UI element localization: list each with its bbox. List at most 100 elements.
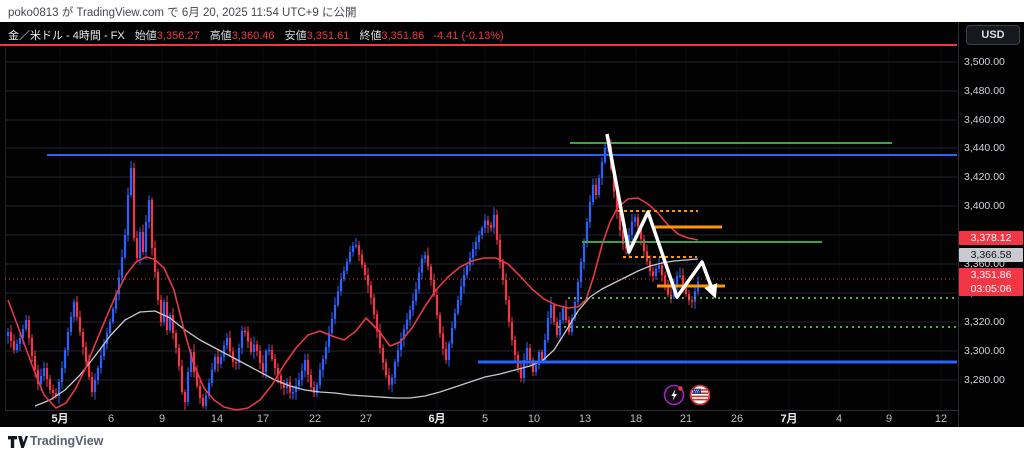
candle-body — [213, 357, 217, 370]
candle-body — [351, 246, 355, 252]
candle-body — [276, 368, 280, 376]
candle-body — [54, 393, 58, 396]
candle-body — [366, 275, 370, 286]
candle-body — [339, 279, 343, 292]
candle-body — [273, 359, 277, 368]
candle-body — [561, 308, 565, 320]
time-tick: 5月 — [51, 413, 69, 425]
price-tick: 3,280.00 — [964, 374, 1005, 386]
lightning-icon — [663, 384, 685, 406]
candle-body — [564, 308, 568, 320]
chart-left-border — [5, 45, 6, 411]
candle-body — [18, 338, 22, 344]
candle-body — [594, 185, 598, 195]
candle-body — [348, 252, 352, 262]
candle-body — [444, 348, 448, 360]
candle-body — [159, 300, 163, 322]
price-tick: 3,400.00 — [964, 200, 1005, 212]
candle-body — [282, 384, 286, 388]
symbol-title[interactable]: 金／米ドル - 4時間 - FX — [8, 30, 125, 42]
candle-body — [576, 282, 580, 302]
time-tick: 13 — [578, 413, 592, 425]
candle-body — [507, 300, 511, 322]
candle-body — [669, 294, 673, 297]
candle-body — [591, 185, 595, 202]
idea-lightning-badge[interactable] — [663, 384, 685, 406]
low-value: 3,351.61 — [306, 30, 350, 42]
candle-body — [114, 294, 118, 309]
price-axis[interactable] — [958, 22, 1024, 428]
red-ma-price-label: 3,378.12 — [959, 231, 1023, 245]
candle-body — [198, 386, 202, 398]
candle-body — [357, 245, 361, 255]
candle-body — [225, 338, 229, 346]
candle-body — [555, 322, 559, 335]
candle-body — [417, 272, 421, 290]
price-tick: 3,320.00 — [964, 316, 1005, 328]
candle-body — [372, 297, 376, 315]
candle-body — [693, 291, 697, 302]
candle-body — [42, 368, 46, 376]
candle-body — [33, 356, 37, 370]
candle-body — [615, 191, 619, 212]
candle-body — [279, 375, 283, 384]
tradingview-wordmark[interactable]: TradingView — [30, 434, 104, 448]
candle-body — [453, 313, 457, 328]
open-label: 始値 — [134, 30, 157, 42]
candle-body — [237, 348, 241, 363]
candle-body — [390, 377, 394, 385]
candle-body — [156, 272, 160, 300]
candle-body — [129, 168, 133, 195]
candle-body — [234, 362, 238, 364]
candle-body — [63, 350, 67, 368]
candle-body — [525, 348, 529, 360]
time-tick: 14 — [210, 413, 224, 425]
candle-body — [189, 352, 193, 372]
candle-body — [147, 200, 151, 222]
candle-body — [144, 222, 148, 252]
candle-body — [27, 320, 31, 338]
chart-background[interactable] — [0, 22, 1024, 428]
publish-info-text: poko0813 が TradingView.com で 6月 20, 2025… — [8, 7, 357, 19]
price-tick: 3,500.00 — [964, 56, 1005, 68]
candle-body — [201, 398, 205, 406]
candle-body — [381, 348, 385, 363]
candle-body — [378, 331, 382, 348]
candle-body — [48, 379, 52, 390]
candle-body — [549, 305, 553, 318]
candle-body — [126, 195, 130, 235]
candle-body — [192, 352, 196, 372]
candle-body — [255, 344, 259, 351]
candle-body — [480, 228, 484, 236]
time-tick: 12 — [934, 413, 948, 425]
tradingview-logo-icon[interactable] — [8, 435, 28, 450]
candle-body — [111, 308, 115, 322]
time-tick: 10 — [527, 413, 541, 425]
candle-body — [210, 369, 214, 383]
candle-body — [60, 368, 64, 382]
candle-body — [681, 275, 685, 286]
candle-body — [72, 302, 76, 317]
candle-body — [228, 338, 232, 352]
us-market-badge[interactable] — [689, 384, 711, 406]
candle-body — [642, 239, 646, 252]
high-label: 高値 — [209, 30, 232, 42]
trend-forecast-arrow — [605, 133, 718, 299]
candle-body — [363, 264, 367, 275]
candle-body — [528, 348, 532, 360]
candle-body — [21, 329, 25, 338]
open-value: 3,356.27 — [156, 30, 200, 42]
white-ma-price-label: 3,366.58 — [959, 248, 1023, 262]
currency-toggle-button[interactable]: USD — [966, 25, 1020, 45]
candle-body — [66, 332, 70, 350]
time-tick: 26 — [730, 413, 744, 425]
candle-body — [639, 226, 643, 240]
candle-body — [426, 255, 430, 267]
candle-body — [327, 332, 331, 348]
candle-body — [534, 365, 538, 372]
candle-body — [396, 350, 400, 362]
candle-body — [132, 168, 136, 238]
candle-body — [135, 238, 139, 258]
